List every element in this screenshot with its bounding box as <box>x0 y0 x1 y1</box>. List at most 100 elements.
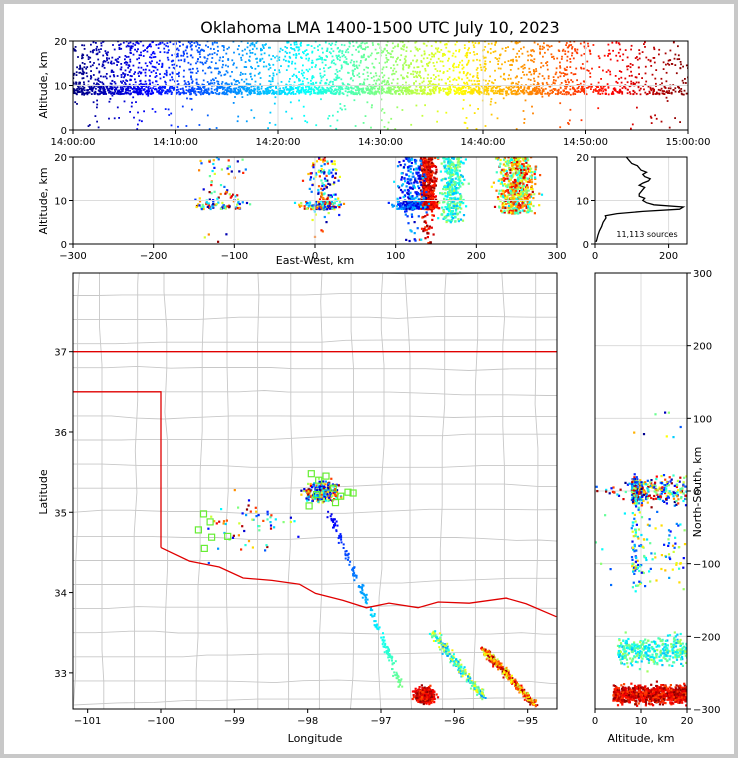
source-point <box>495 41 497 44</box>
source-point <box>194 90 197 93</box>
source-point <box>424 104 426 107</box>
source-point <box>170 93 173 95</box>
source-point <box>217 83 219 85</box>
source-point <box>366 85 369 88</box>
source-point <box>426 231 429 234</box>
source-point <box>408 182 411 185</box>
source-point <box>321 58 323 61</box>
source-point <box>309 178 312 181</box>
source-point <box>223 74 226 76</box>
source-point <box>340 78 343 81</box>
source-point <box>488 80 491 82</box>
source-point <box>144 71 147 74</box>
source-point <box>240 41 243 43</box>
source-point <box>449 91 452 94</box>
source-point <box>442 90 445 92</box>
source-point <box>423 201 427 204</box>
source-point <box>420 54 423 57</box>
source-point <box>431 158 434 161</box>
source-point <box>598 66 601 68</box>
source-point <box>219 85 222 88</box>
source-point <box>334 172 337 175</box>
source-point <box>473 112 476 114</box>
source-point <box>94 78 97 81</box>
source-point <box>217 240 220 243</box>
source-point <box>484 69 486 72</box>
source-point <box>355 48 357 51</box>
source-point <box>292 93 295 95</box>
source-point <box>177 73 180 75</box>
source-point <box>196 88 198 90</box>
source-point <box>100 86 103 89</box>
source-point <box>318 198 322 201</box>
source-point <box>279 89 281 92</box>
source-point <box>142 50 145 52</box>
source-point <box>477 42 480 45</box>
source-point <box>378 62 381 64</box>
source-point <box>237 115 240 118</box>
source-point <box>567 46 569 49</box>
source-point <box>352 45 355 47</box>
source-point <box>118 48 121 50</box>
source-point <box>410 89 413 92</box>
source-point <box>533 80 536 82</box>
source-point <box>182 87 184 90</box>
source-point <box>110 88 113 90</box>
source-point <box>217 50 219 52</box>
source-point <box>241 73 244 75</box>
source-point <box>238 206 241 209</box>
source-point <box>268 63 270 66</box>
source-point <box>368 56 370 58</box>
source-point <box>515 41 518 43</box>
source-point <box>95 83 98 86</box>
source-point <box>145 93 148 96</box>
source-point <box>332 59 335 62</box>
source-point <box>398 93 400 95</box>
source-point <box>427 172 430 175</box>
source-point <box>203 56 206 59</box>
source-point <box>516 52 519 55</box>
source-point <box>543 42 545 45</box>
source-point <box>328 42 331 45</box>
source-point <box>284 46 287 48</box>
source-point <box>138 119 141 122</box>
source-point <box>323 74 326 76</box>
source-point <box>336 71 339 73</box>
source-point <box>515 56 517 58</box>
source-point <box>238 81 241 84</box>
source-point <box>300 87 303 89</box>
source-point <box>592 44 595 46</box>
source-point <box>422 91 424 93</box>
source-point <box>427 169 430 172</box>
source-point <box>426 213 429 216</box>
source-point <box>601 92 604 95</box>
source-point <box>91 64 94 67</box>
source-point <box>554 73 557 76</box>
source-point <box>86 93 89 96</box>
source-point <box>415 80 417 83</box>
source-point <box>352 72 354 74</box>
source-point <box>390 117 393 120</box>
source-point <box>293 201 297 204</box>
source-point <box>204 61 207 64</box>
source-point <box>162 89 164 92</box>
source-point <box>396 45 399 47</box>
source-point <box>326 179 329 182</box>
source-point <box>335 168 338 172</box>
source-point <box>410 62 412 64</box>
source-point <box>466 91 469 94</box>
source-point <box>330 47 333 50</box>
source-point <box>147 87 150 90</box>
source-point <box>129 75 132 77</box>
source-point <box>630 48 632 51</box>
source-point <box>432 165 435 168</box>
source-point <box>580 66 582 69</box>
source-point <box>97 126 100 129</box>
source-point <box>145 86 148 88</box>
source-point <box>490 100 492 103</box>
source-point <box>449 88 451 90</box>
source-point <box>323 215 326 219</box>
source-point <box>476 72 479 74</box>
source-point <box>509 89 512 91</box>
source-point <box>122 87 124 90</box>
